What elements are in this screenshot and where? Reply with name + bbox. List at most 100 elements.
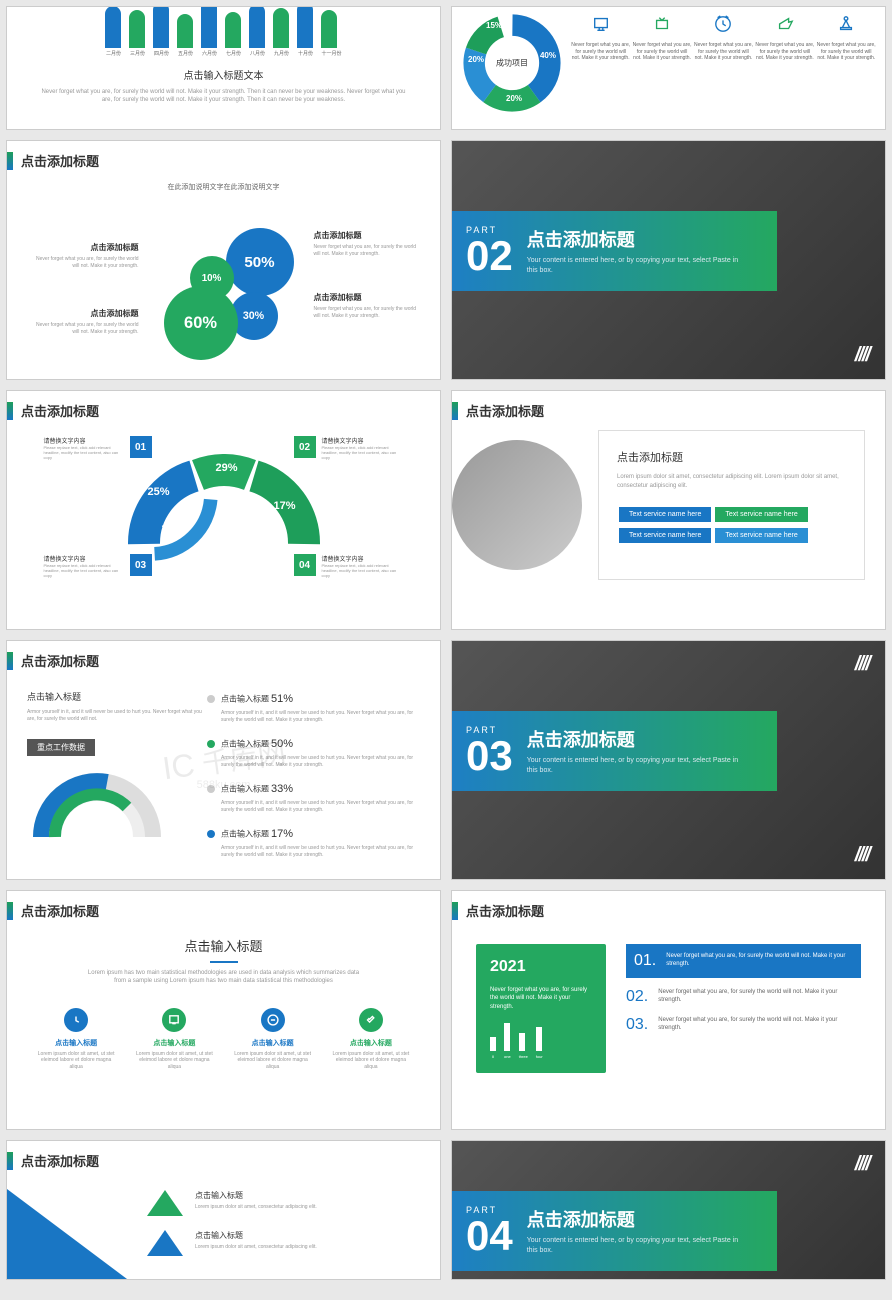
part-title: 点击添加标题 <box>527 726 749 752</box>
chart-title: 点击输入标题文本 <box>7 67 440 82</box>
slide-part-04: //// PART 04 点击添加标题 Your content is ente… <box>451 1140 886 1280</box>
slide-progress: 点击添加标题 点击输入标题 Armor yourself in it, and … <box>6 640 441 880</box>
row-text: Never forget what you are, for surely th… <box>658 1016 861 1033</box>
petal-chart: 50%10%30%60%点击添加标题Never forget what you … <box>134 200 314 380</box>
circle-icon <box>261 1008 285 1032</box>
slide-title: 点击添加标题 <box>21 651 99 670</box>
arc-item: 04请替换文字内容Please replace text, click add … <box>294 554 402 579</box>
chart-subtitle: Never forget what you are, for surely th… <box>37 88 410 105</box>
icon-text: Never forget what you are, for surely th… <box>693 42 753 62</box>
mini-bar <box>536 1027 542 1051</box>
bar-label: 二月份 <box>105 50 121 57</box>
badge: 重点工作数据 <box>27 739 95 756</box>
part-box: PART 03 点击添加标题 Your content is entered h… <box>452 711 777 791</box>
feature-icon <box>592 15 610 33</box>
service-pill[interactable]: Text service name here <box>715 528 807 543</box>
service-pill[interactable]: Text service name here <box>619 528 711 543</box>
bar-label: 五月份 <box>177 50 193 57</box>
petal: 50% <box>226 228 294 296</box>
mini-bar-label: three <box>519 1054 528 1059</box>
row-number: 03. <box>626 1016 648 1034</box>
part-title: 点击添加标题 <box>527 226 749 252</box>
row-number: 01. <box>634 952 656 970</box>
number-badge: 04 <box>294 554 316 576</box>
left-sub: Armor yourself in it, and it will never … <box>27 709 207 723</box>
icon-text: Never forget what you are, for surely th… <box>816 42 876 62</box>
slide-title: 点击添加标题 <box>466 901 544 920</box>
service-pill[interactable]: Text service name here <box>715 507 807 522</box>
slide-part-03: //// PART 03 点击添加标题 Your content is ente… <box>451 640 886 880</box>
part-subtitle: Your content is entered here, or by copy… <box>527 756 749 776</box>
slide-title: 点击添加标题 <box>21 901 99 920</box>
bar <box>273 8 289 48</box>
triangle-icon <box>147 1190 183 1216</box>
bar <box>225 12 241 48</box>
mini-bar-label: four <box>536 1054 543 1059</box>
pct-20a: 20% <box>506 94 522 103</box>
center-sub: Lorem ipsum has two main statistical met… <box>87 969 360 986</box>
bar-chart: 二月份三月份四月份五月份六月份七月份八月份九月份十月份十一月份 <box>7 7 440 57</box>
slash-decoration: //// <box>855 653 869 676</box>
icon-col: Never forget what you are, for surely th… <box>755 15 815 113</box>
number-badge: 03 <box>130 554 152 576</box>
petal-label: 点击添加标题Never forget what you are, for sur… <box>314 230 424 257</box>
circle-icon <box>64 1008 88 1032</box>
progress-row: 点击输入标题17%Armor yourself in it, and it wi… <box>207 825 420 858</box>
bar <box>201 6 217 48</box>
icon-col: Never forget what you are, for surely th… <box>693 15 753 113</box>
service-pill[interactable]: Text service name here <box>619 507 711 522</box>
circle-icon <box>162 1008 186 1032</box>
bar-label: 七月份 <box>225 50 241 57</box>
slide-arc: 点击添加标题 25% 29% 73% 17% 请替换文字内容Please rep… <box>6 390 441 630</box>
arc-pct-2: 29% <box>216 462 238 474</box>
slide-title: 点击添加标题 <box>21 151 99 170</box>
part-subtitle: Your content is entered here, or by copy… <box>527 256 749 276</box>
box-text: Lorem ipsum dolor sit amet, consectetur … <box>617 473 846 491</box>
dot-icon <box>207 830 215 838</box>
list-row: 02.Never forget what you are, for surely… <box>626 988 861 1006</box>
bar-label: 三月份 <box>129 50 145 57</box>
part-subtitle: Your content is entered here, or by copy… <box>527 1236 749 1256</box>
year: 2021 <box>490 958 592 976</box>
left-title: 点击输入标题 <box>27 690 207 703</box>
part-number: 04 <box>466 1215 513 1257</box>
slide-four-icons: 点击添加标题 点击输入标题 Lorem ipsum has two main s… <box>6 890 441 1130</box>
slide-title: 点击添加标题 <box>21 1151 99 1170</box>
bar <box>321 10 337 48</box>
icon-text: Never forget what you are, for surely th… <box>632 42 692 62</box>
list-row: 03. Never forget what you are, for surely… <box>626 1016 861 1034</box>
watermark-url: 588ku.com <box>197 779 251 791</box>
bar <box>177 14 193 48</box>
icon-col: Never forget what you are, for surely th… <box>632 15 692 113</box>
dot-icon <box>207 740 215 748</box>
title-underline <box>210 961 238 963</box>
icon-row: Never forget what you are, for surely th… <box>562 7 885 113</box>
circle-icon <box>359 1008 383 1032</box>
part-box: PART 04 点击添加标题 Your content is entered h… <box>452 1191 777 1271</box>
slide-triangles: 点击添加标题 点击输入标题Lorem ipsum dolor sit amet,… <box>6 1140 441 1280</box>
icon-col: Never forget what you are, for surely th… <box>571 15 631 113</box>
pct-15: 15% <box>486 21 502 30</box>
mini-bar-label: ll <box>490 1054 496 1059</box>
petal: 60% <box>164 286 238 360</box>
bar-label: 十一月份 <box>321 50 341 57</box>
bar <box>129 10 145 48</box>
arc-item: 请替换文字内容Please replace text, click add re… <box>44 554 152 579</box>
bar <box>153 6 169 48</box>
part-number: 03 <box>466 735 513 777</box>
pct-20b: 20% <box>468 55 484 64</box>
bar-label: 四月份 <box>153 50 169 57</box>
part-number: 02 <box>466 235 513 277</box>
mini-bar <box>504 1023 510 1051</box>
icon-column: 点击输入标题Lorem ipsum dolor sit amet, ut ste… <box>233 1008 313 1071</box>
part-box: PART 02 点击添加标题 Your content is entered h… <box>452 211 777 291</box>
icon-text: Never forget what you are, for surely th… <box>571 42 631 62</box>
donut-chart: 成功项目 40% 20% 20% 15% <box>462 13 562 113</box>
row-text: Never forget what you are, for surely th… <box>666 952 853 969</box>
donut-label: 成功项目 <box>496 58 528 69</box>
icon-column: 点击输入标题Lorem ipsum dolor sit amet, ut ste… <box>331 1008 411 1071</box>
part-title: 点击添加标题 <box>527 1206 749 1232</box>
petal-label: 点击添加标题Never forget what you are, for sur… <box>29 242 139 269</box>
row-number: 02. <box>626 988 648 1006</box>
slash-decoration: //// <box>855 844 869 867</box>
